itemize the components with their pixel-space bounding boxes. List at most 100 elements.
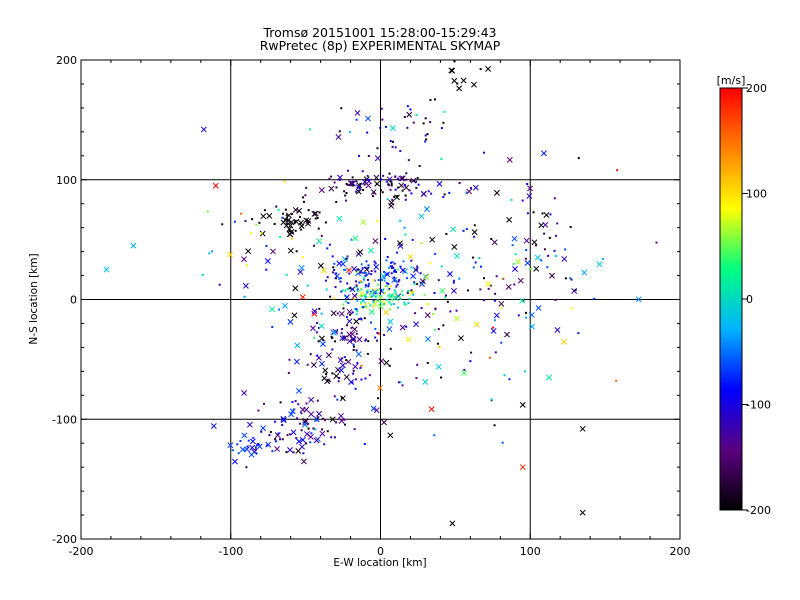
data-point-dot	[380, 278, 383, 281]
data-point-dot	[206, 210, 209, 213]
data-point-dot	[465, 228, 468, 231]
data-point-dot	[374, 270, 377, 273]
data-point-x	[313, 437, 320, 444]
data-point-x	[302, 419, 309, 426]
data-point-dot	[329, 295, 332, 298]
data-point-dot	[352, 369, 355, 372]
data-point-x	[335, 134, 342, 141]
data-point-dot	[452, 279, 455, 282]
data-point-dot	[268, 434, 271, 437]
data-point-dot	[331, 348, 334, 351]
data-point-dot	[310, 432, 313, 435]
data-point-dot	[379, 301, 382, 304]
data-point-dot	[382, 303, 385, 306]
data-point-dot	[279, 401, 282, 404]
y-axis-label: N-S location [km]	[28, 253, 40, 344]
data-point-x	[472, 184, 479, 191]
data-point-dot	[342, 303, 345, 306]
data-point-dot	[335, 277, 338, 280]
data-point-dot	[396, 268, 399, 271]
data-point-x	[291, 312, 298, 319]
data-point-x	[549, 272, 555, 279]
data-point-dot	[391, 293, 394, 296]
data-point-x	[324, 378, 331, 385]
data-point-dot	[543, 248, 546, 251]
data-point-x	[461, 370, 468, 376]
data-point-dot	[360, 378, 363, 381]
data-point-x	[354, 110, 361, 116]
data-point-dot	[326, 276, 329, 279]
data-point-dot	[316, 399, 319, 402]
data-point-dot	[237, 452, 240, 455]
data-point-dot	[547, 254, 550, 257]
data-point-x	[424, 312, 431, 319]
data-point-dot	[355, 284, 358, 287]
data-point-x	[392, 295, 399, 301]
data-point-dot	[346, 324, 349, 327]
y-tick-label: -200	[52, 533, 77, 546]
data-point-x	[349, 286, 356, 293]
data-point-dot	[286, 218, 289, 221]
data-point-x	[285, 212, 292, 219]
data-point-dot	[387, 267, 390, 270]
data-point-x	[322, 367, 329, 374]
data-point-dot	[462, 229, 465, 232]
data-point-dot	[556, 222, 559, 225]
data-point-dot	[315, 331, 318, 334]
data-point-dot	[307, 209, 310, 212]
data-point-dot	[383, 279, 386, 282]
data-point-x	[210, 423, 217, 429]
data-point-dot	[284, 208, 287, 211]
data-point-x	[377, 303, 384, 310]
data-point-dot	[345, 182, 348, 185]
data-point-dot	[345, 359, 348, 362]
data-point-dot	[372, 294, 375, 297]
data-point-x	[418, 213, 425, 220]
data-point-dot	[281, 216, 284, 219]
data-point-dot	[392, 302, 395, 305]
data-point-dot	[442, 324, 445, 327]
data-point-dot	[277, 208, 280, 211]
data-point-x	[321, 267, 328, 274]
data-point-dot	[221, 223, 224, 226]
data-point-dot	[275, 205, 278, 208]
data-point-x	[311, 308, 318, 315]
data-point-dot	[407, 302, 410, 305]
data-point-x	[535, 304, 542, 311]
data-point-dot	[480, 265, 483, 268]
data-point-dot	[408, 297, 411, 300]
data-point-x	[245, 248, 252, 255]
data-point-dot	[483, 151, 486, 154]
data-point-dot	[424, 134, 427, 137]
x-tick-label: 0	[377, 545, 384, 558]
data-point-dot	[570, 278, 573, 281]
data-point-x	[346, 338, 353, 345]
data-point-x	[370, 189, 377, 195]
data-point-dot	[397, 381, 400, 384]
data-point-dot	[324, 279, 327, 282]
data-point-x	[308, 411, 315, 418]
data-point-dot	[343, 268, 346, 271]
data-point-dot	[255, 452, 258, 455]
data-point-dot	[399, 265, 402, 268]
data-point-dot	[334, 286, 337, 289]
colorbar-tick-label: 200	[746, 82, 767, 95]
data-point-x	[241, 432, 248, 439]
data-point-dot	[309, 441, 312, 444]
data-point-dot	[525, 311, 528, 314]
data-point-dot	[320, 234, 323, 237]
data-point-dot	[208, 252, 211, 255]
data-point-dot	[256, 443, 259, 446]
data-point-x	[419, 278, 426, 285]
data-point-x	[256, 443, 263, 450]
data-point-dot	[593, 297, 596, 300]
data-point-dot	[294, 220, 297, 223]
data-point-dot	[381, 118, 384, 121]
data-point-dot	[332, 266, 335, 269]
data-point-x	[528, 312, 535, 318]
data-point-x	[374, 180, 381, 187]
data-point-x	[212, 182, 219, 189]
data-point-dot	[343, 423, 346, 426]
data-point-x	[526, 193, 533, 199]
data-point-dot	[365, 260, 368, 263]
